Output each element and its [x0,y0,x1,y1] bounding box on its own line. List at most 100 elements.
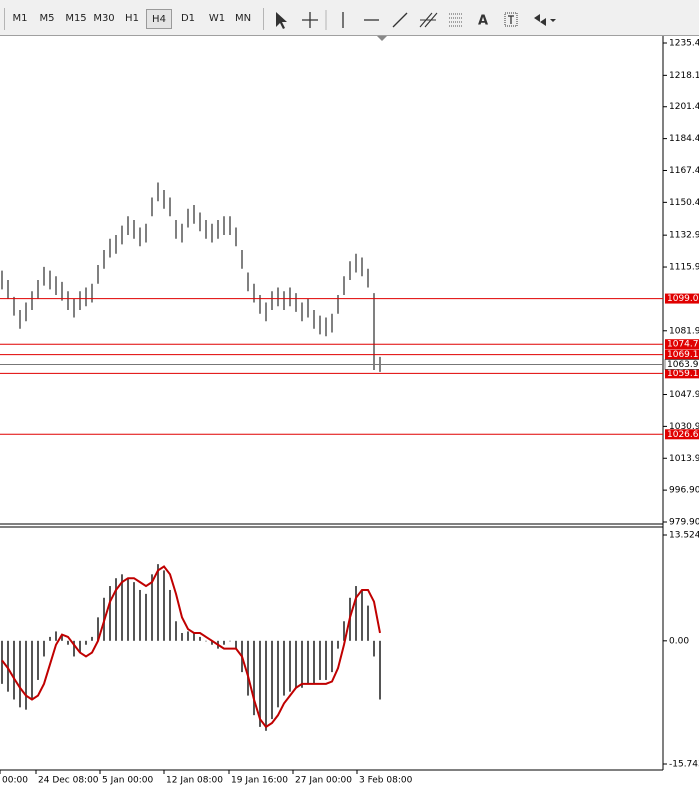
macd-bar [133,582,135,641]
text-tool[interactable]: A [478,14,488,29]
separator [263,8,264,30]
timeframe-button[interactable]: H1 [125,13,139,24]
y-tick-label: 1013.90 [669,454,699,464]
macd-bar [7,640,9,692]
macd-bar [43,640,45,657]
x-tick-label: 27 Jan 00:00 [295,776,352,786]
crosshair-icon[interactable] [302,12,318,28]
label-icon[interactable] [504,12,518,27]
level-label-box [665,349,699,360]
level-label-box [665,429,699,440]
macd-bar [187,631,189,641]
macd-bar [367,605,369,641]
macd-bar [31,640,33,700]
macd-bar [259,640,261,727]
level-label-box [665,368,699,379]
y-tick-label: 1184.40 [669,134,699,144]
macd-bar [277,640,279,708]
timeframe-button[interactable]: H4 [146,9,172,29]
chart: 1235.40 1218.15 1201.40 1184.40 1167.40 1150.… [0,36,699,786]
macd-bar [175,621,177,641]
y-tick-label: 1150.40 [669,198,699,208]
current-price-box [664,359,699,370]
macd-signal [1,565,381,729]
level-label-box [665,339,699,350]
y-tick-label: 1132.90 [669,231,699,241]
timeframe-button[interactable]: W1 [208,13,226,24]
macd-bar [55,631,57,641]
y-tick-label: 1235.40 [669,39,699,49]
macd-bar [307,640,309,684]
macd-bar [313,640,315,684]
macd-bar [157,564,159,641]
macd-bar [127,578,129,641]
macd-bar [301,640,303,688]
macd-bar [97,617,99,641]
cursor-icon[interactable] [276,12,287,29]
macd-bar [19,640,21,708]
label-icon-t [508,15,514,24]
macd-y-tick-label: 0.00 [669,636,689,646]
macd-bar [211,640,213,645]
toolbar: A M1 M5 M15 M30 H1 H4 D1 W1 MN [0,0,699,36]
y-tick-label: 1218.15 [669,71,699,81]
macd-bar [139,589,141,641]
macd-bar [235,640,237,649]
x-tick-label: 3 Feb 08:00 [359,776,413,786]
shift-marker [377,36,387,41]
macd-bar [181,632,183,641]
y-tick-label: 1167.40 [669,166,699,176]
macd-bar [373,640,375,657]
macd-bar [265,640,267,731]
macd-bar [337,640,339,649]
macd-bar [343,621,345,641]
timeframe-button[interactable]: M1 [12,13,28,24]
macd-bar [163,570,165,641]
macd-bar [295,640,297,688]
fibo-icon[interactable] [449,13,463,27]
y-tick-label: 1047.90 [669,390,699,400]
level-label: 1074.73 [667,340,699,350]
macd-bar [13,640,15,700]
trendline-icon[interactable] [392,12,408,28]
arrows-icon[interactable] [534,14,556,26]
tool-icons: A [276,10,556,30]
macd-bar [109,586,111,641]
y-tick-label: 1081.90 [669,326,699,336]
level-label: 1059.18 [667,369,699,379]
level-label: 1069.18 [667,350,699,360]
timeframe-button[interactable]: D1 [180,13,196,24]
macd-bar [229,640,231,642]
timeframe-button[interactable]: M15 [65,13,87,24]
y-tick-label: 1115.90 [669,263,699,273]
macd-bar [169,589,171,641]
macd-bar [379,640,381,700]
y-tick-label: 979.90 [669,518,699,528]
timeframe-button[interactable]: MN [234,13,252,24]
macd-bar [1,640,3,684]
y-tick-label: 1030.90 [669,422,699,432]
macd-bar [283,640,285,696]
timeframe-button[interactable]: M5 [39,13,55,24]
level-label: 1099.08 [667,294,699,304]
y-tick-label: 1201.40 [669,102,699,112]
macd-bar [115,578,117,641]
macd-bar [61,634,63,641]
channel-icon[interactable] [419,12,438,28]
x-tick-label: 5 Jan 00:00 [102,776,154,786]
macd-bar [49,636,51,641]
macd-bar [193,632,195,641]
macd-bar [85,640,87,645]
level-label: 1026.68 [667,430,699,440]
macd-bar [145,593,147,641]
macd-bar [205,640,207,642]
timeframe-button[interactable]: M30 [93,13,115,24]
x-tick-label: 19 Jan 16:00 [231,776,288,786]
macd-bar [247,640,249,696]
macd-bar [37,640,39,680]
current-price-label: 1063.93 [667,360,699,370]
macd-bar [355,586,357,641]
macd-bar [151,574,153,641]
